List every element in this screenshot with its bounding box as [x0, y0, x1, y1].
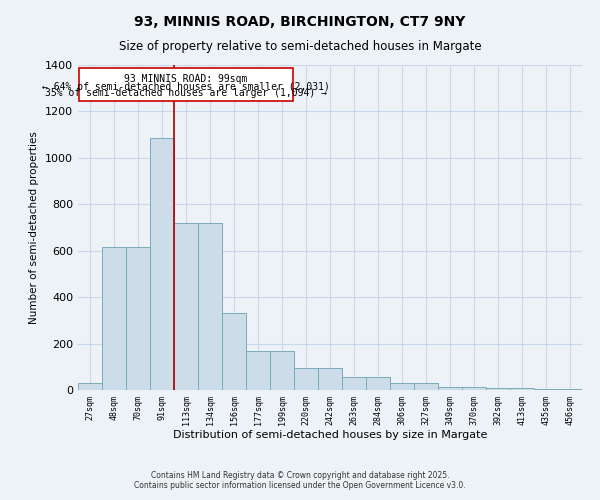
- Text: 35% of semi-detached houses are larger (1,094) →: 35% of semi-detached houses are larger (…: [45, 88, 327, 98]
- Bar: [78, 383, 102, 390]
- Bar: [126, 247, 150, 390]
- Bar: [510, 388, 534, 390]
- Bar: [246, 350, 270, 390]
- Bar: [534, 389, 558, 390]
- Bar: [486, 388, 510, 390]
- Bar: [222, 314, 246, 390]
- Bar: [342, 377, 366, 390]
- Bar: [294, 368, 318, 390]
- Text: 93, MINNIS ROAD, BIRCHINGTON, CT7 9NY: 93, MINNIS ROAD, BIRCHINGTON, CT7 9NY: [134, 15, 466, 29]
- Bar: [270, 350, 294, 390]
- Bar: [174, 223, 198, 390]
- Bar: [414, 383, 438, 390]
- Bar: [366, 377, 390, 390]
- Bar: [318, 368, 342, 390]
- X-axis label: Distribution of semi-detached houses by size in Margate: Distribution of semi-detached houses by …: [173, 430, 487, 440]
- Y-axis label: Number of semi-detached properties: Number of semi-detached properties: [29, 131, 40, 324]
- Bar: [150, 138, 174, 390]
- Text: Contains HM Land Registry data © Crown copyright and database right 2025.
Contai: Contains HM Land Registry data © Crown c…: [134, 470, 466, 490]
- Bar: [438, 386, 462, 390]
- Text: Size of property relative to semi-detached houses in Margate: Size of property relative to semi-detach…: [119, 40, 481, 53]
- Bar: [79, 68, 293, 101]
- Bar: [102, 247, 126, 390]
- Bar: [198, 223, 222, 390]
- Bar: [462, 386, 486, 390]
- Text: 93 MINNIS ROAD: 99sqm: 93 MINNIS ROAD: 99sqm: [124, 74, 248, 85]
- Bar: [558, 389, 582, 390]
- Bar: [390, 383, 414, 390]
- Text: ← 64% of semi-detached houses are smaller (2,031): ← 64% of semi-detached houses are smalle…: [42, 81, 330, 91]
